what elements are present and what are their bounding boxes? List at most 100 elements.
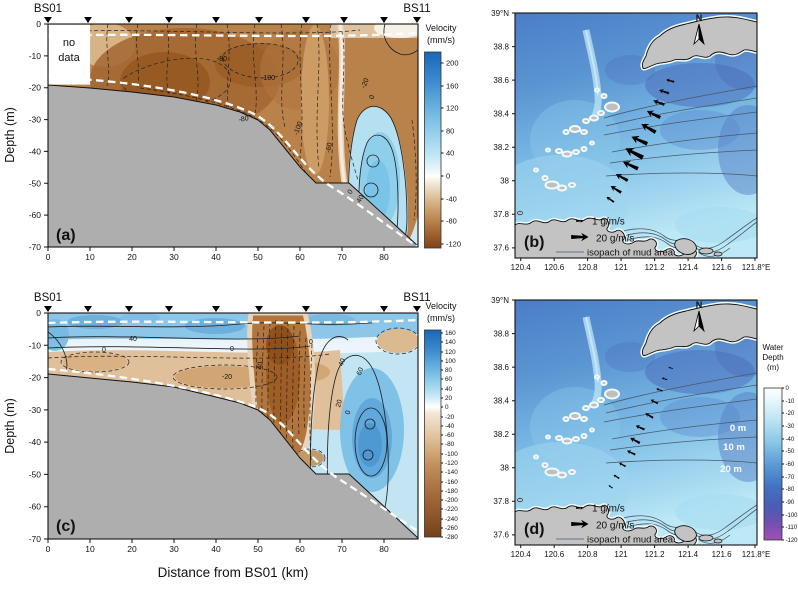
cb-tick: 120	[445, 349, 456, 356]
x-tick: 80	[379, 252, 389, 262]
x-axis-ticks-a	[48, 247, 384, 251]
legend-large-arrow-label-d: 20 g/m/s	[596, 521, 634, 532]
lon-tick: 121	[614, 550, 628, 559]
y-axis-label-c: Depth (m)	[3, 398, 17, 454]
x-tick: 80	[379, 544, 389, 554]
cb-tick: -200	[445, 497, 458, 504]
cb-tick: 0	[445, 404, 449, 411]
x-tick: 10	[85, 544, 95, 554]
panel-a-velocity-section: -80 -100 -80 -100 -60 -20 0 0 40 no data…	[3, 3, 461, 262]
panel-b-flux-map: (b) 1 g/m/s 20 g/m/s isopach of mud area…	[490, 9, 778, 272]
lon-tick: 120.8	[578, 263, 599, 272]
cb-tick: 140	[445, 339, 456, 346]
cb-tick: -120	[446, 240, 461, 249]
lon-tick: 121.8°E	[742, 263, 771, 272]
cb-tick: -70	[786, 475, 795, 481]
cb-tick: -30	[786, 424, 795, 430]
y-tick-labels-c: 0 -10 -20 -30 -40 -50 -60 -70	[29, 308, 42, 544]
lat-tick: 38.6	[493, 363, 509, 372]
y-tick-labels-a: 0 -10 -20 -30 -40 -50 -60 -70	[29, 19, 42, 252]
cb-tick: -140	[445, 469, 458, 476]
contour-label: -80	[217, 56, 227, 63]
legend-large-arrow-label-b: 20 g/m/s	[596, 234, 634, 245]
cb-tick: 160	[446, 82, 459, 91]
lat-tick: 38	[500, 177, 509, 186]
cb-tick: -160	[445, 479, 458, 486]
cb-tick: -20	[445, 414, 455, 421]
cb-tick: -220	[445, 506, 458, 513]
x-tick-labels-d: 120.4 120.6 120.8 121 121.2 121.4 121.6 …	[511, 550, 771, 559]
cb-tick: 40	[445, 386, 453, 393]
lat-tick: 37.6	[493, 244, 509, 253]
colorbar-d-water-depth: Water Depth (m) 0 -10 -20 -30 -40 -50 -6…	[762, 343, 798, 544]
y-tick: -10	[29, 51, 42, 61]
y-tick: 0	[36, 19, 41, 29]
station-label-bs01-c: BS01	[34, 292, 62, 304]
station-markers-a	[44, 17, 421, 23]
x-tick: 50	[253, 544, 263, 554]
colorbar-c-title: Velocity	[425, 301, 457, 311]
cb-tick: 80	[446, 127, 454, 136]
lon-tick: 121.8°E	[742, 550, 771, 559]
colorbar-a-title: Velocity	[425, 23, 457, 33]
y-tick: -40	[29, 146, 42, 156]
x-axis-label-c: Distance from BS01 (km)	[158, 565, 309, 580]
cb-tick: 160	[445, 330, 456, 337]
legend-small-arrow-label-d: 1 g/m/s	[592, 504, 625, 515]
lat-tick: 39°N	[491, 296, 509, 305]
lat-tick: 38.8	[493, 42, 509, 51]
panel-d-flux-map-with-depth: 0 m 10 m 20 m (d) 1 g/m/s 20 g/m/s isopa…	[490, 296, 798, 559]
lon-tick: 120.8	[578, 550, 599, 559]
y-tick: -20	[29, 373, 42, 383]
cb-tick: 60	[445, 376, 453, 383]
lat-tick: 38.4	[493, 110, 509, 119]
cb-tick: -280	[445, 534, 458, 541]
cb-tick: -80	[786, 487, 795, 493]
x-tick: 40	[211, 252, 221, 262]
cb-tick: -110	[786, 525, 798, 531]
station-label-bs01-a: BS01	[34, 3, 62, 15]
colorbar-a-gradient	[425, 52, 442, 248]
x-tick: 20	[127, 544, 137, 554]
x-tick: 70	[337, 544, 347, 554]
panel-c-field: 40 0 0 -20 40 0 40 60 20 0	[41, 313, 420, 539]
colorbar-c-units: (mm/s)	[427, 313, 455, 323]
cb-tick: 0	[786, 386, 790, 392]
cb-tick: -240	[445, 516, 458, 523]
y-tick: -60	[29, 502, 42, 512]
cb-tick: -260	[445, 525, 458, 532]
y-tick-labels-d: 39°N 38.8 38.6 38.4 38.2 38 37.8 37.6	[491, 296, 509, 540]
y-tick: -60	[29, 210, 42, 220]
x-tick: 20	[127, 252, 137, 262]
cb-tick: -20	[786, 411, 795, 417]
y-tick: -50	[29, 469, 42, 479]
lon-tick: 121.2	[645, 263, 666, 272]
cb-tick: -40	[445, 423, 455, 430]
y-axis-ticks-a	[44, 24, 48, 247]
x-tick: 70	[337, 252, 347, 262]
y-tick: -50	[29, 178, 42, 188]
contour-label: -100	[261, 75, 275, 82]
lat-tick: 39°N	[491, 9, 509, 18]
y-tick: -70	[29, 534, 42, 544]
cb-tick: -60	[786, 462, 795, 468]
contour-label: 0	[230, 346, 234, 353]
lat-tick: 38.2	[493, 143, 509, 152]
colorbar-a-units: (mm/s)	[427, 35, 455, 45]
x-tick: 0	[46, 252, 51, 262]
isopach-label-0m: 0 m	[730, 423, 746, 434]
isopach-label-20m: 20 m	[720, 464, 742, 475]
lat-tick: 37.8	[493, 497, 509, 506]
x-tick: 60	[295, 252, 305, 262]
lon-tick: 120.4	[511, 550, 532, 559]
cb-tick: 20	[445, 395, 453, 402]
lat-tick: 38.8	[493, 329, 509, 338]
legend-isopach-label-b: isopach of mud area	[587, 247, 674, 258]
cb-tick: -40	[786, 437, 795, 443]
cb-tick: -80	[445, 441, 455, 448]
colorbar-a: Velocity (mm/s) 200 160 120 80 40 0 -40 …	[425, 23, 462, 249]
cb-tick: -90	[786, 500, 795, 506]
isopach-label-10m: 10 m	[723, 442, 745, 453]
x-tick-labels-c: 0 10 20 30 40 50 60 70 80	[46, 544, 389, 554]
